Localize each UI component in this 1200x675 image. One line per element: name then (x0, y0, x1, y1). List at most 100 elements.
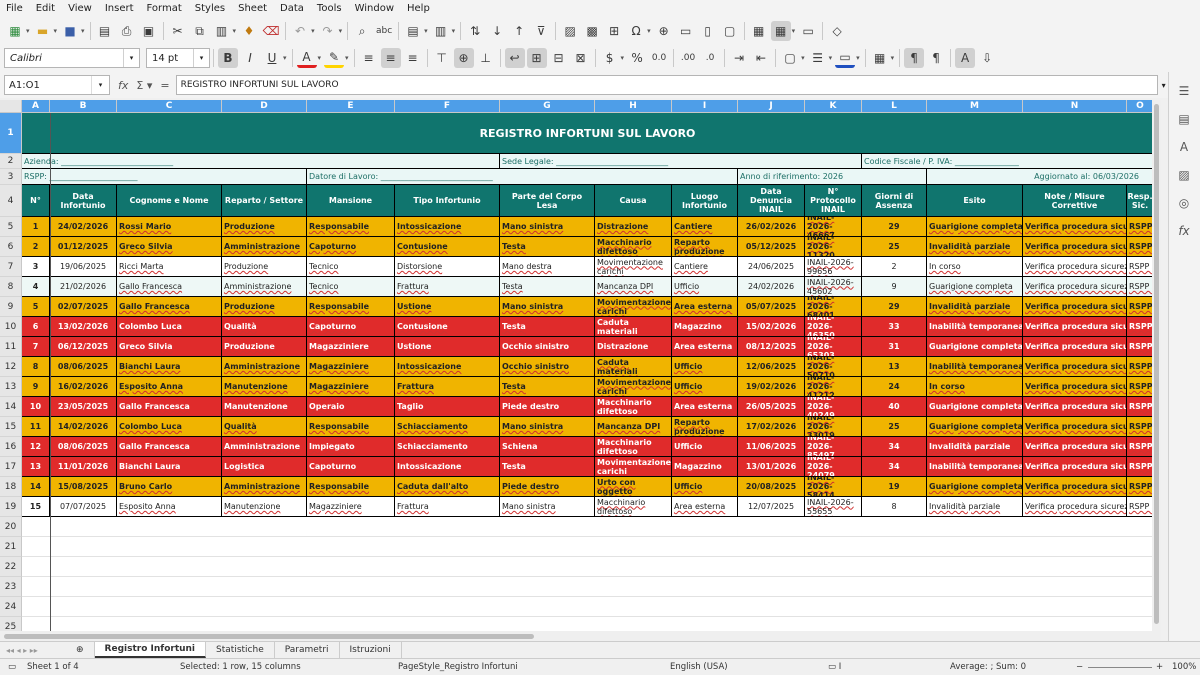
grid-cell[interactable]: RSPP A (1127, 257, 1152, 277)
grid-cell[interactable]: Area esterna (672, 337, 738, 357)
grid-cell[interactable]: Produzione (222, 337, 307, 357)
grid-cell[interactable]: Contusione (395, 237, 500, 257)
column-title[interactable]: Data Infortunio (50, 185, 117, 217)
grid-cell[interactable]: RSPP A (1127, 317, 1152, 337)
empty-row[interactable] (22, 537, 1152, 557)
column-title[interactable]: Luogo Infortunio (672, 185, 738, 217)
info-rspp[interactable]: RSPP: ______________________ (22, 169, 307, 185)
grid-cell[interactable]: Piede destro (500, 397, 595, 417)
grid-cell[interactable]: Cantiere (672, 217, 738, 237)
grid-cell[interactable]: Verifica procedura sicurezza (1023, 477, 1127, 497)
grid-cell[interactable]: Amministrazione (222, 357, 307, 377)
grid-cell[interactable]: Manutenzione (222, 377, 307, 397)
empty-row[interactable] (22, 597, 1152, 617)
grid-cell[interactable]: 4 (22, 277, 50, 297)
grid-cell[interactable]: INAIL-2026-55655 (805, 497, 862, 517)
grid-cell[interactable]: Testa (500, 237, 595, 257)
column-title[interactable]: Reparto / Settore (222, 185, 307, 217)
selection-mode-icon[interactable]: ▭ I (828, 662, 842, 672)
grid-cell[interactable]: Ufficio (672, 437, 738, 457)
borders-icon[interactable]: ▢ (784, 51, 796, 65)
grid-cell[interactable]: In corso (927, 377, 1023, 397)
column-header[interactable]: I (672, 100, 738, 113)
find-replace-icon[interactable]: ⌕ (358, 23, 366, 38)
column-header[interactable]: E (307, 100, 395, 113)
italic-icon[interactable]: I (248, 51, 252, 65)
menu-item[interactable]: File (6, 3, 23, 14)
grid-cell[interactable]: 2 (862, 257, 927, 277)
currency-format-icon[interactable]: $ (605, 51, 614, 65)
grid-cell[interactable]: 12 (22, 437, 50, 457)
row-header[interactable]: 24 (0, 597, 22, 617)
row-header[interactable]: 10 (0, 317, 22, 337)
grid-cell[interactable]: 29 (862, 217, 927, 237)
menu-item[interactable]: Styles (194, 3, 226, 14)
grid-cell[interactable]: Magazzino (672, 317, 738, 337)
grid-cell[interactable]: Produzione (222, 217, 307, 237)
column-title[interactable]: Cognome e Nome (117, 185, 222, 217)
column-header[interactable]: C (117, 100, 222, 113)
grid-cell[interactable]: Qualità (222, 317, 307, 337)
special-character-icon[interactable]: Ω (631, 24, 641, 38)
menu-item[interactable]: View (68, 3, 92, 14)
column-header[interactable]: H (595, 100, 672, 113)
grid-cell[interactable]: RSPP A (1127, 217, 1152, 237)
grid-cell[interactable]: Bruno Carlo (117, 477, 222, 497)
grid-cell[interactable]: Gallo Francesca (117, 277, 222, 297)
grid-cell[interactable]: Magazziniere (307, 337, 395, 357)
grid-cell[interactable]: Greco Silvia (117, 337, 222, 357)
grid-cell[interactable]: RSPP A (1127, 417, 1152, 437)
title-cell[interactable]: REGISTRO INFORTUNI SUL LAVORO (22, 113, 1152, 154)
grid-cell[interactable]: Inabilità temporanea (927, 357, 1023, 377)
row-header[interactable]: 2 (0, 154, 22, 169)
grid-cell[interactable]: Amministrazione (222, 237, 307, 257)
info-sede[interactable]: Sede Legale: ___________________________… (500, 154, 862, 169)
column-title[interactable]: Tipo Infortunio (395, 185, 500, 217)
grid-cell[interactable]: Invalidità parziale (927, 237, 1023, 257)
menu-item[interactable]: Edit (35, 3, 56, 14)
grid-cell[interactable]: 29 (862, 297, 927, 317)
sum-icon[interactable]: Σ ▾ (136, 78, 153, 92)
grid-cell[interactable]: Magazziniere (307, 377, 395, 397)
grid-cell[interactable]: 20/08/2025 (738, 477, 805, 497)
border-color-icon[interactable]: ▭ (835, 48, 856, 68)
grid-cell[interactable]: 3 (22, 257, 50, 277)
grid-cell[interactable]: Capoturno (307, 317, 395, 337)
grid-cell[interactable]: Responsabile (307, 417, 395, 437)
sort-icon[interactable]: ⇅ (470, 24, 481, 38)
grid-cell[interactable]: Guarigione completa (927, 477, 1023, 497)
grid-cell[interactable]: 2 (22, 237, 50, 257)
grid-cell[interactable]: Caduta materiali (595, 357, 672, 377)
grid-cell[interactable]: 10 (22, 397, 50, 417)
grid-cell[interactable]: RSPP A (1127, 437, 1152, 457)
grid-cell[interactable]: RSPP A (1127, 297, 1152, 317)
print-icon[interactable]: ⎙ (121, 23, 132, 38)
grid-cell[interactable]: Guarigione completa (927, 277, 1023, 297)
column-header[interactable]: G (500, 100, 595, 113)
grid-cell[interactable]: 11/01/2026 (50, 457, 117, 477)
grid-cell[interactable]: 8 (862, 497, 927, 517)
menu-item[interactable]: Sheet (238, 3, 268, 14)
grid-cell[interactable]: 9 (22, 377, 50, 397)
grid-cell[interactable]: 24/02/2026 (50, 217, 117, 237)
grid-cell[interactable]: 31 (862, 337, 927, 357)
grid-cell[interactable]: RSPP A (1127, 457, 1152, 477)
grid-cell[interactable]: Mano sinistra (500, 497, 595, 517)
decrease-indent-icon[interactable]: ⇤ (756, 51, 767, 65)
row-header[interactable]: 15 (0, 417, 22, 437)
grid-cell[interactable]: 40 (862, 397, 927, 417)
grid-cell[interactable]: Esposito Anna (117, 377, 222, 397)
row-header[interactable]: 8 (0, 277, 22, 297)
text-orientation-icon[interactable]: A (955, 48, 976, 68)
row-icon[interactable]: ▤ (407, 24, 419, 38)
grid-cell[interactable]: Schiacciamento (395, 417, 500, 437)
grid-cell[interactable]: 01/12/2025 (50, 237, 117, 257)
grid-cell[interactable]: Amministrazione (222, 477, 307, 497)
grid-cell[interactable]: Mancanza DPI (595, 277, 672, 297)
chevron-down-icon[interactable]: ▾ (193, 49, 209, 67)
grid-cell[interactable]: Testa (500, 317, 595, 337)
menu-icon[interactable]: ☰ (1178, 84, 1190, 98)
grid-cell[interactable]: Mano sinistra (500, 217, 595, 237)
sheet-tab[interactable]: Istruzioni (340, 642, 402, 658)
vertical-text-icon[interactable]: ⇩ (982, 51, 993, 65)
